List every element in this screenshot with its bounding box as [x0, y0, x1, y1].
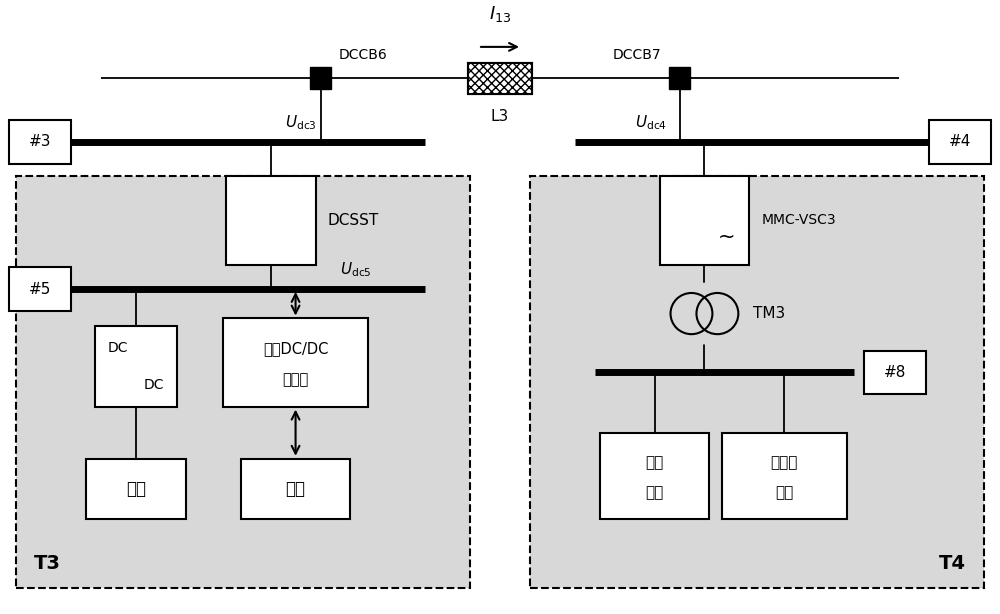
Bar [669, 68, 690, 89]
Bar [226, 176, 316, 265]
Text: 光伏: 光伏 [126, 480, 146, 498]
Circle shape [673, 282, 736, 344]
Text: $\it{U}$$_{\rm dc4}$: $\it{U}$$_{\rm dc4}$ [635, 114, 667, 132]
Bar [86, 459, 186, 519]
Text: #4: #4 [949, 134, 971, 149]
Bar [95, 326, 177, 406]
Text: DC: DC [144, 378, 164, 392]
Bar [468, 63, 532, 94]
Text: 双向DC/DC: 双向DC/DC [263, 341, 328, 356]
Bar [864, 351, 926, 394]
Text: #3: #3 [29, 134, 52, 149]
Text: $\it{U}$$_{\rm dc5}$: $\it{U}$$_{\rm dc5}$ [340, 260, 372, 279]
Text: T3: T3 [34, 554, 61, 573]
Text: MMC-VSC3: MMC-VSC3 [761, 214, 836, 227]
Bar [468, 63, 532, 94]
Bar [530, 176, 984, 588]
Bar [600, 433, 709, 519]
Text: ~: ~ [718, 227, 735, 247]
Bar [660, 176, 749, 265]
Bar [9, 120, 71, 163]
Text: 负载: 负载 [645, 486, 664, 500]
Text: T4: T4 [939, 554, 966, 573]
Text: DCCB7: DCCB7 [613, 48, 662, 61]
Bar [929, 120, 991, 163]
Bar [241, 459, 350, 519]
Bar [9, 268, 71, 311]
Text: $\it{U}$$_{\rm dc3}$: $\it{U}$$_{\rm dc3}$ [285, 114, 316, 132]
Text: DCCB6: DCCB6 [338, 48, 387, 61]
Text: DC: DC [108, 341, 128, 355]
Text: L3: L3 [491, 109, 509, 123]
Bar [310, 68, 331, 89]
Text: #8: #8 [884, 365, 906, 380]
Text: $\it{I}$$_{13}$: $\it{I}$$_{13}$ [489, 4, 511, 25]
Text: TM3: TM3 [753, 306, 786, 321]
Bar [16, 176, 470, 588]
Text: 电机: 电机 [775, 486, 793, 500]
Text: #5: #5 [29, 282, 51, 297]
Text: 储能: 储能 [286, 480, 306, 498]
Text: DCSST: DCSST [327, 213, 379, 228]
Bar [223, 319, 368, 406]
Bar [722, 433, 847, 519]
Text: 变换器: 变换器 [282, 371, 309, 387]
Text: 同步发: 同步发 [771, 455, 798, 470]
Text: 交流: 交流 [645, 455, 664, 470]
